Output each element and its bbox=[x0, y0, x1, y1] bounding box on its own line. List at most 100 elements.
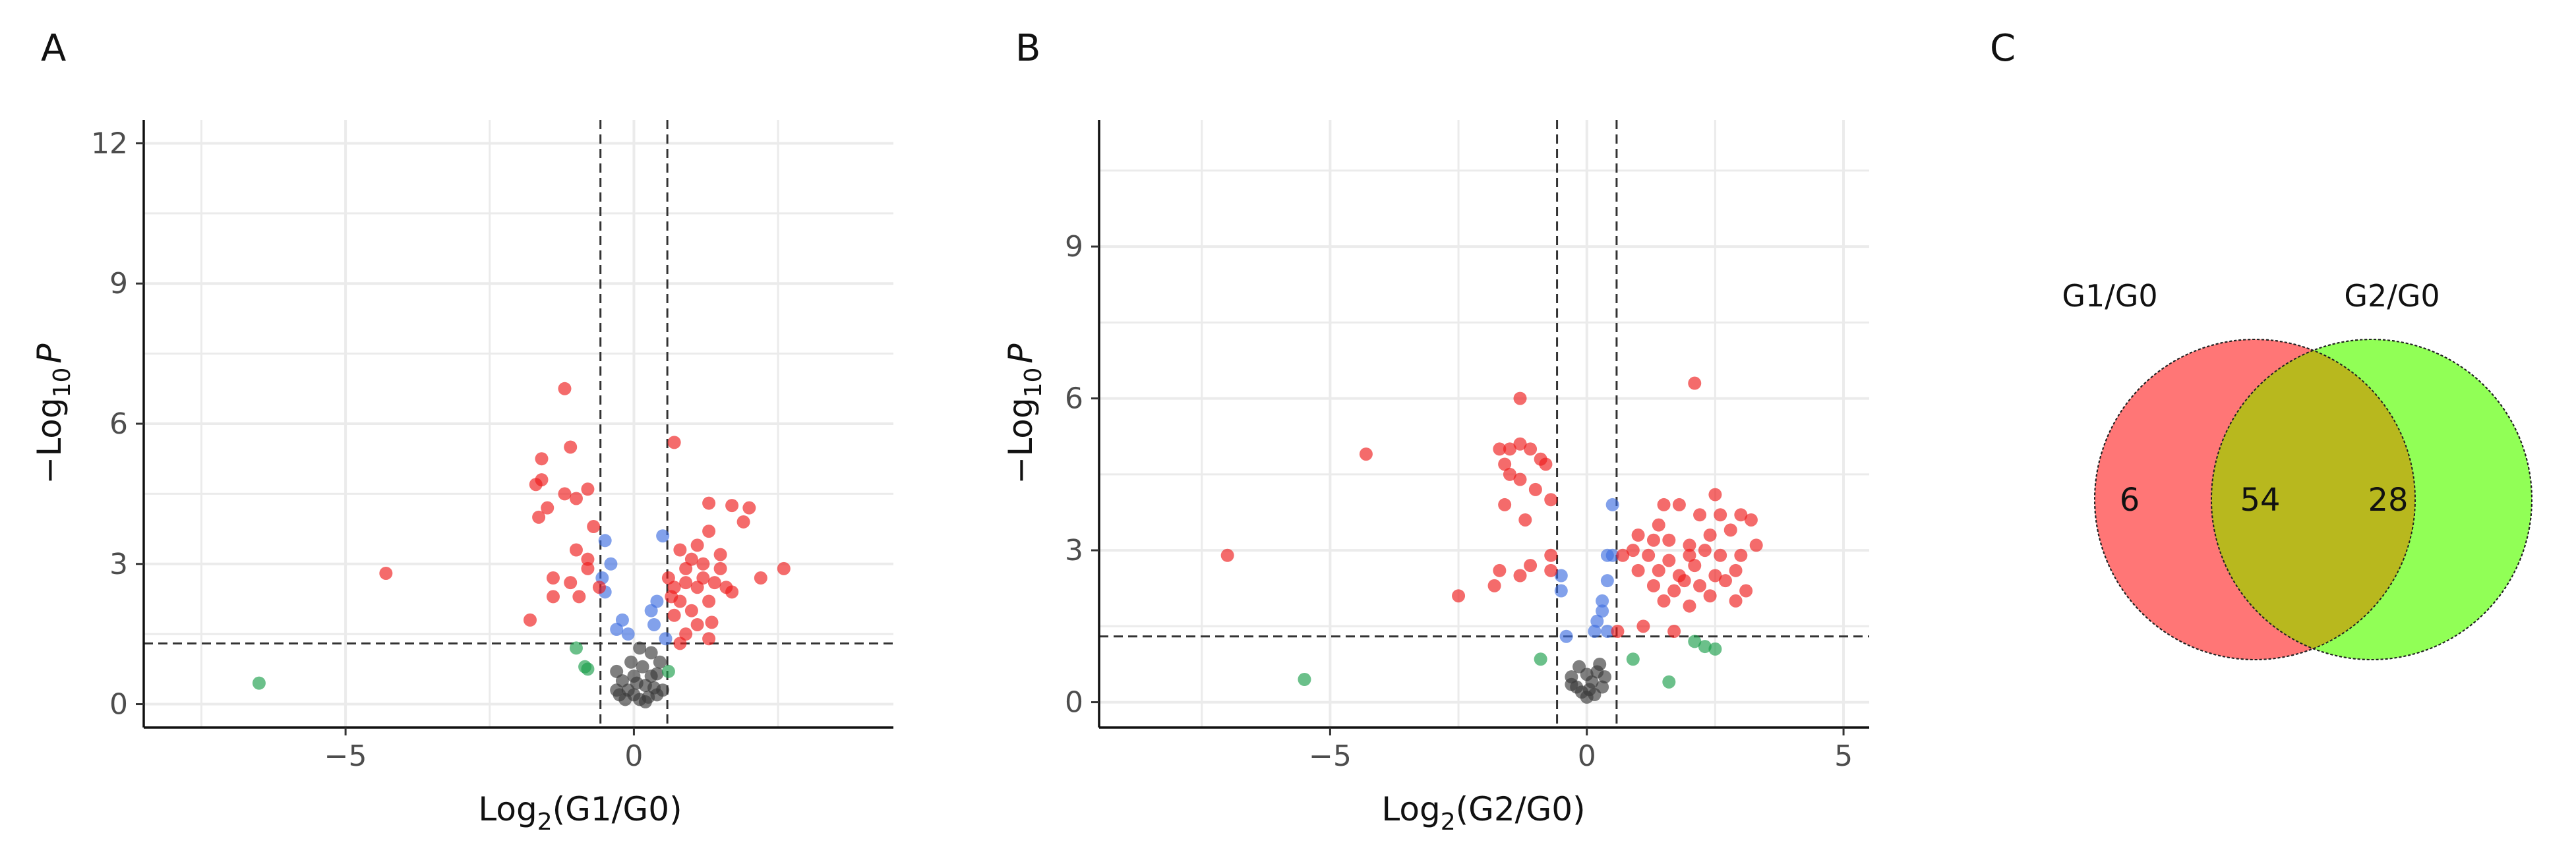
plot-b-point-p_and_log2fc-28 bbox=[1714, 508, 1727, 522]
plot-a-point-ns-20 bbox=[638, 695, 652, 708]
plot-a-point-p_and_log2fc-38 bbox=[754, 571, 767, 585]
plot-b-point-p_and_log2fc-0 bbox=[1220, 548, 1234, 562]
plot-b-point-p_and_log2fc-52 bbox=[1667, 584, 1681, 598]
plot-a-point-ns-17 bbox=[647, 681, 661, 695]
plot-b-point-p_and_log2fc-55 bbox=[1739, 584, 1753, 598]
plot-a-x-axis-title: Log2(G1/G0) bbox=[478, 790, 682, 836]
plot-a-point-p-4 bbox=[615, 613, 629, 627]
plot-a-points bbox=[252, 382, 791, 708]
plot-a-point-p-7 bbox=[650, 594, 664, 608]
plot-a-point-p_and_log2fc-13 bbox=[581, 552, 595, 566]
volcano-plot-b: −5 0 5 0 3 6 9 Log2(G2/G0) −Log10P bbox=[1002, 120, 1869, 836]
plot-b-point-p_and_log2fc-53 bbox=[1693, 579, 1707, 592]
plot-a-point-p_and_log2fc-41 bbox=[684, 604, 698, 617]
plot-b-y-tick-label-2: 6 bbox=[1065, 382, 1083, 416]
plot-a-point-p_and_log2fc-17 bbox=[546, 590, 560, 604]
plot-b-point-p_and_log2fc-24 bbox=[1708, 488, 1722, 501]
plot-a-point-p_and_log2fc-11 bbox=[587, 520, 601, 534]
plot-b-point-p-5 bbox=[1590, 614, 1604, 628]
plot-a-point-p_and_log2fc-12 bbox=[569, 543, 583, 557]
plot-b-point-ns-9 bbox=[1593, 657, 1607, 671]
plot-a-point-p_and_log2fc-31 bbox=[713, 561, 727, 575]
plot-a-point-p_and_log2fc-52 bbox=[679, 561, 693, 575]
plot-a-y-tick-label-2: 6 bbox=[109, 407, 128, 441]
plot-a-point-p_and_log2fc-26 bbox=[702, 525, 716, 538]
plot-b-point-log2fc-2 bbox=[1626, 652, 1640, 666]
plot-b-point-p_and_log2fc-50 bbox=[1729, 563, 1743, 577]
plot-b-point-log2fc-6 bbox=[1708, 642, 1722, 656]
plot-b-point-ns-13 bbox=[1580, 668, 1594, 681]
plot-b-point-p_and_log2fc-34 bbox=[1683, 538, 1696, 552]
plot-a-point-log2fc-2 bbox=[578, 660, 592, 673]
plot-a-point-p_and_log2fc-43 bbox=[725, 585, 739, 599]
plot-b-point-p_and_log2fc-65 bbox=[1677, 574, 1691, 588]
plot-b-point-p_and_log2fc-22 bbox=[1544, 563, 1558, 577]
plot-b-point-p_and_log2fc-56 bbox=[1657, 594, 1671, 608]
plot-b-point-p_and_log2fc-2 bbox=[1513, 391, 1527, 405]
plot-a-ticks: −5 0 0 3 6 9 12 bbox=[91, 127, 643, 773]
plot-b-point-p_and_log2fc-33 bbox=[1662, 533, 1676, 547]
plot-a-point-p_and_log2fc-5 bbox=[529, 478, 543, 492]
plot-b-point-p_and_log2fc-4 bbox=[1493, 442, 1507, 456]
plot-b-point-p_and_log2fc-10 bbox=[1513, 472, 1527, 486]
plot-b-point-p_and_log2fc-11 bbox=[1539, 457, 1553, 471]
plot-b-point-p_and_log2fc-15 bbox=[1498, 498, 1512, 511]
plot-b-point-ns-11 bbox=[1588, 688, 1602, 702]
plot-a-point-ns-19 bbox=[627, 669, 641, 683]
plot-b-point-p-11 bbox=[1588, 625, 1602, 639]
plot-a-point-p-0 bbox=[598, 534, 612, 548]
plot-b-point-p_and_log2fc-51 bbox=[1646, 579, 1660, 592]
volcano-plot-a: −5 0 0 3 6 9 12 Log2(G1/G0) −Log10P bbox=[30, 120, 893, 836]
venn-set-label-g1-g0: G1/G0 bbox=[2062, 278, 2157, 314]
plot-a-point-p_and_log2fc-7 bbox=[569, 492, 583, 505]
plot-a-point-p_and_log2fc-6 bbox=[558, 487, 572, 501]
plot-a-y-tick-label-0: 0 bbox=[109, 688, 128, 722]
plot-b-x-axis-title: Log2(G2/G0) bbox=[1381, 790, 1585, 836]
plot-b-point-p_and_log2fc-49 bbox=[1708, 569, 1722, 583]
venn-count-only-g1-g0: 6 bbox=[2120, 482, 2140, 519]
plot-b-point-p_and_log2fc-17 bbox=[1493, 563, 1507, 577]
plot-b-point-p_and_log2fc-14 bbox=[1518, 513, 1532, 527]
plot-a-point-p_and_log2fc-42 bbox=[702, 594, 716, 608]
plot-a-point-p_and_log2fc-51 bbox=[713, 548, 727, 561]
plot-a-grid bbox=[144, 120, 893, 728]
plot-a-point-p_and_log2fc-1 bbox=[558, 382, 572, 395]
plot-b-point-p_and_log2fc-26 bbox=[1657, 498, 1671, 511]
plot-b-point-p-3 bbox=[1600, 574, 1614, 588]
plot-b-point-p_and_log2fc-23 bbox=[1688, 376, 1702, 390]
plot-b-x-tick-label-2: 5 bbox=[1834, 739, 1853, 773]
plot-a-point-p_and_log2fc-20 bbox=[592, 581, 606, 594]
venn-count-both: 54 bbox=[2240, 482, 2280, 519]
plot-a-point-p_and_log2fc-23 bbox=[725, 499, 739, 513]
plot-b-point-log2fc-5 bbox=[1698, 640, 1712, 654]
plot-a-point-p_and_log2fc-2 bbox=[564, 440, 578, 454]
plot-a-point-p_and_log2fc-28 bbox=[673, 543, 687, 557]
plot-b-point-p_and_log2fc-58 bbox=[1729, 594, 1743, 608]
plot-a-point-p_and_log2fc-14 bbox=[546, 571, 560, 585]
plot-a-y-axis-title: −Log10P bbox=[30, 343, 76, 484]
plot-b-point-p_and_log2fc-8 bbox=[1498, 457, 1512, 471]
plot-a-x-tick-label-1: 0 bbox=[624, 739, 643, 773]
plot-b-point-p_and_log2fc-32 bbox=[1646, 533, 1660, 547]
plot-a-x-tick-label-0: −5 bbox=[324, 739, 367, 773]
plot-b-point-p_and_log2fc-46 bbox=[1652, 563, 1665, 577]
plot-a-point-p_and_log2fc-19 bbox=[523, 613, 537, 627]
panel-label-c: C bbox=[1990, 27, 2016, 70]
plot-b-points bbox=[1220, 376, 1763, 704]
plot-b-point-log2fc-3 bbox=[1662, 675, 1676, 689]
plot-b-ticks: −5 0 5 0 3 6 9 bbox=[1065, 230, 1853, 773]
plot-b-point-p-6 bbox=[1559, 629, 1573, 643]
plot-b-point-p_and_log2fc-41 bbox=[1683, 548, 1696, 562]
plot-a-point-p-8 bbox=[656, 529, 670, 543]
panel-label-a: A bbox=[41, 27, 66, 70]
plot-a-point-p_and_log2fc-45 bbox=[690, 617, 704, 631]
plot-a-point-p_and_log2fc-49 bbox=[665, 590, 678, 604]
plot-b-point-p_and_log2fc-43 bbox=[1714, 548, 1727, 562]
plot-b-point-p_and_log2fc-16 bbox=[1524, 559, 1538, 573]
panel-label-b: B bbox=[1015, 27, 1040, 70]
plot-b-point-p_and_log2fc-20 bbox=[1487, 579, 1501, 592]
plot-b-y-axis-title: −Log10P bbox=[1002, 343, 1047, 484]
plot-a-y-tick-label-4: 12 bbox=[91, 127, 128, 160]
plot-b-point-p_and_log2fc-31 bbox=[1631, 529, 1645, 542]
